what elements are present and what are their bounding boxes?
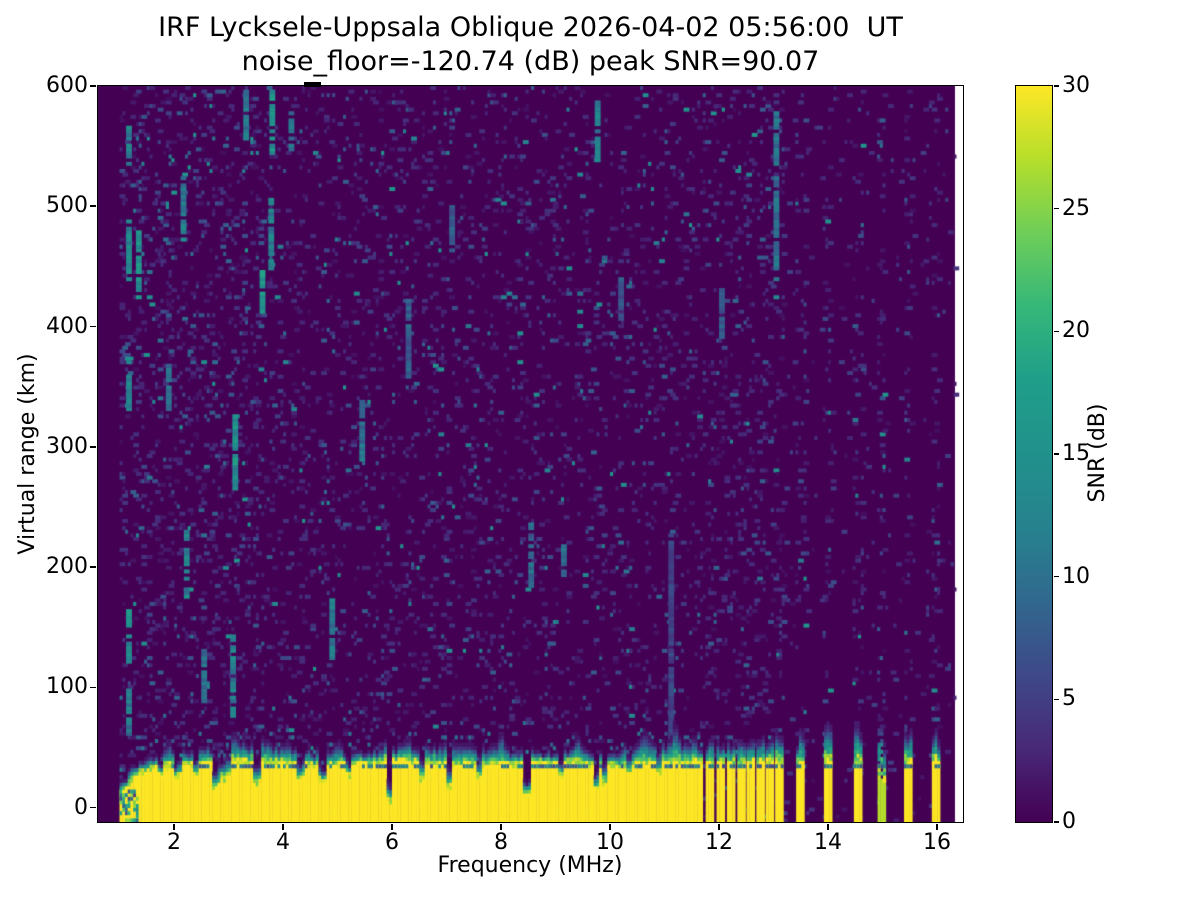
x-tick [718, 824, 720, 830]
x-tick-label: 8 [494, 830, 509, 855]
chart-title: IRF Lycksele-Uppsala Oblique 2026-04-02 … [158, 12, 903, 43]
colorbar-tick-label: 5 [1062, 686, 1076, 712]
colorbar-tick-label: 10 [1062, 563, 1090, 589]
x-tick-label: 16 [923, 830, 951, 855]
y-tick [90, 205, 96, 208]
colorbar-tick-label: 30 [1062, 73, 1090, 98]
chart-subtitle: noise_floor=-120.74 (dB) peak SNR=90.07 [241, 46, 820, 77]
x-tick-label: 6 [385, 830, 400, 855]
x-tick-label: 12 [705, 830, 733, 855]
colorbar-tick [1053, 821, 1059, 823]
colorbar [1015, 85, 1053, 823]
y-tick-label: 500 [46, 193, 88, 219]
colorbar-tick-label: 0 [1062, 809, 1076, 834]
y-tick-label: 300 [46, 433, 88, 459]
colorbar-tick [1053, 207, 1059, 210]
artifact-marker [303, 82, 322, 87]
colorbar-tick [1053, 453, 1059, 455]
x-tick [173, 824, 175, 830]
y-tick-label: 200 [46, 554, 88, 580]
colorbar-tick [1053, 698, 1059, 701]
colorbar-tick [1053, 85, 1059, 87]
y-tick [90, 686, 96, 689]
y-tick [90, 85, 96, 87]
y-tick [90, 325, 96, 328]
colorbar-tick-label: 20 [1062, 318, 1090, 344]
plot-area [97, 85, 964, 823]
x-tick [936, 824, 938, 830]
y-tick-label: 600 [46, 73, 88, 98]
y-tick [90, 445, 96, 448]
y-tick-label: 400 [46, 313, 88, 339]
x-tick-label: 14 [814, 830, 842, 855]
x-tick-label: 10 [596, 830, 624, 855]
colorbar-tick-label: 15 [1062, 441, 1090, 466]
x-tick [391, 824, 393, 830]
x-axis-label: Frequency (MHz) [437, 853, 623, 878]
ionogram-heatmap [98, 86, 963, 822]
x-tick-label: 4 [276, 830, 291, 855]
x-tick [827, 824, 829, 830]
x-tick [609, 824, 611, 830]
colorbar-tick-label: 25 [1062, 195, 1090, 221]
x-tick [500, 824, 502, 830]
y-tick [90, 806, 96, 809]
y-tick [90, 566, 96, 568]
x-tick [282, 824, 284, 830]
colorbar-tick [1053, 330, 1059, 333]
x-tick-label: 2 [167, 830, 182, 855]
y-tick-label: 100 [46, 674, 88, 700]
y-tick-label: 0 [74, 794, 88, 820]
colorbar-tick [1053, 575, 1059, 578]
